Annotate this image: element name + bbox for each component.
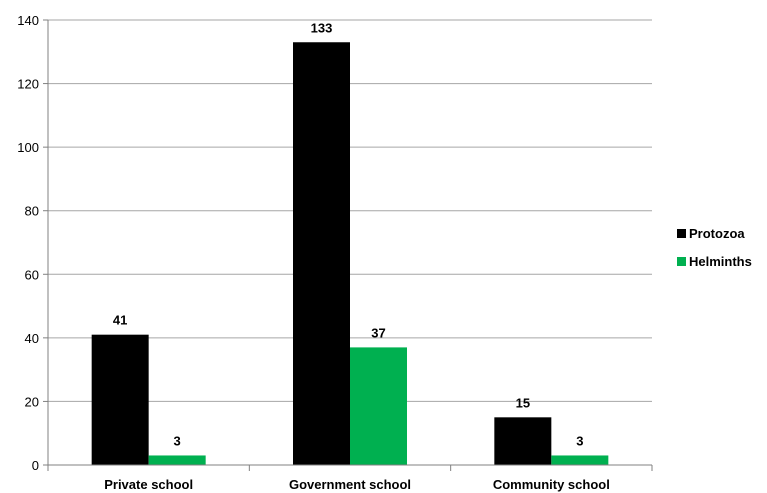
x-category-label: Community school: [493, 477, 610, 492]
data-label: 37: [371, 325, 385, 340]
bar-protozoa: [91, 334, 149, 465]
bar-helminths: [551, 455, 609, 465]
x-category-label: Government school: [289, 477, 411, 492]
data-label: 3: [576, 433, 583, 448]
y-tick-label: 40: [25, 331, 39, 346]
bars: [91, 42, 609, 465]
y-tick-label: 120: [17, 77, 39, 92]
y-tick-label: 140: [17, 13, 39, 28]
y-tick-label: 0: [32, 458, 39, 473]
bar-protozoa: [494, 417, 552, 465]
data-label: 41: [113, 313, 127, 328]
legend-swatch: [677, 257, 686, 266]
legend: Protozoa Helminths: [677, 226, 752, 269]
axes: [47, 20, 653, 471]
x-axis-categories: Private school Government school Community…: [104, 477, 610, 492]
legend-label: Helminths: [689, 254, 752, 269]
y-tick-label: 80: [25, 204, 39, 219]
y-tick-label: 60: [25, 267, 39, 282]
data-label: 3: [174, 433, 181, 448]
x-category-label: Private school: [104, 477, 193, 492]
bar-protozoa: [293, 42, 350, 465]
legend-swatch: [677, 229, 686, 238]
data-label: 15: [516, 395, 530, 410]
bar-helminths: [350, 347, 407, 465]
bar-helminths: [148, 455, 206, 465]
y-tick-label: 20: [25, 394, 39, 409]
data-labels: 41 3 133 37 15 3: [113, 20, 584, 448]
y-axis-ticks: 0 20 40 60 80 100 120 140: [17, 13, 48, 473]
legend-label: Protozoa: [689, 226, 745, 241]
data-label: 133: [311, 20, 333, 35]
y-tick-label: 100: [17, 140, 39, 155]
